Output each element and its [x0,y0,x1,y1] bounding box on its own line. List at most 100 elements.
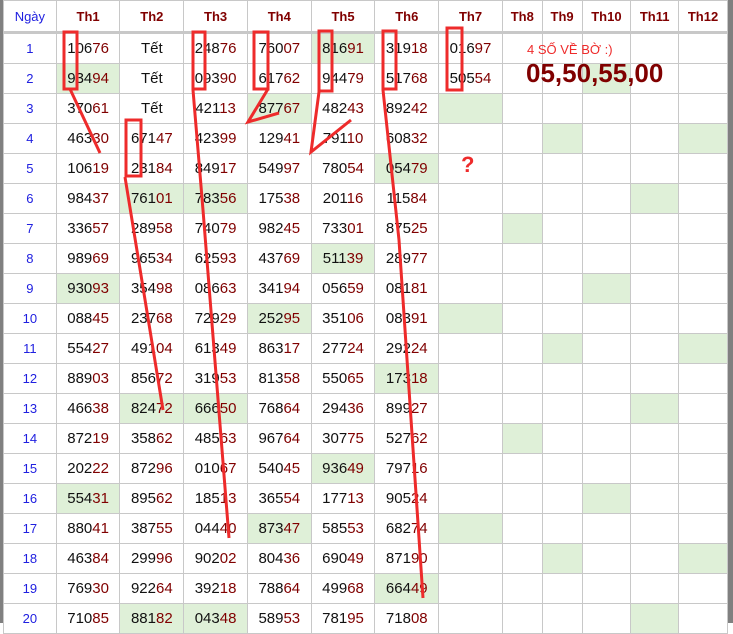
result-cell: 42113 [183,93,248,124]
result-cell: 78356 [183,183,248,214]
result-cell: 46638 [55,393,121,424]
result-cell: 36554 [246,483,312,514]
result-cell: 85672 [119,363,185,394]
number-head: 054 [385,160,411,177]
result-cell [678,93,728,124]
number-tail: 93 [92,280,109,297]
number-tail: 18 [219,580,237,597]
number-tail: 84 [410,190,428,207]
result-cell: 87296 [119,453,185,484]
result-cell [630,453,680,484]
number-head: 289 [385,250,411,267]
result-cell: 23184 [119,153,185,184]
result-cell: 08391 [374,303,440,334]
result-cell: 04440 [183,513,248,544]
number-head: 783 [194,190,220,207]
day-cell: 16 [3,483,57,514]
day-cell: 15 [3,453,57,484]
number-head: 740 [194,220,220,237]
result-cell: 28977 [374,243,440,274]
number-tail: 91 [347,40,364,57]
table-row: 13 46638 82472 66650 76864 29436 89927 [3,393,728,424]
number-tail: 72 [156,400,173,417]
result-cell: 93093 [55,273,121,304]
result-cell: 54997 [246,153,312,184]
result-cell [501,573,543,604]
number-tail: 59 [347,280,364,297]
number-tail: 49 [410,580,428,597]
result-cell: 61349 [183,333,248,364]
result-cell [678,213,728,244]
number-head: 231 [130,160,156,177]
result-cell [501,513,543,544]
day-cell: 7 [3,213,57,244]
result-cell [678,573,728,604]
day-cell: 9 [3,273,57,304]
number-tail: 47 [156,130,173,147]
number-head: 768 [258,400,284,417]
result-cell: 69049 [310,543,376,574]
number-tail: 79 [347,70,364,87]
number-head: 482 [322,100,348,117]
table-row: 18 46384 29996 90202 80436 69049 87190 [3,543,728,574]
number-head: 550 [322,370,348,387]
result-cell [501,93,543,124]
number-tail: 01 [347,220,364,237]
number-head: 463 [67,130,93,147]
number-head: 485 [194,430,220,447]
result-cell: 93494 [55,63,121,94]
number-head: 760 [258,40,284,57]
result-cell: 52762 [374,423,440,454]
result-cell: 08845 [55,303,121,334]
result-cell: 05479 [374,153,440,184]
number-head: 437 [258,250,284,267]
result-cell: 30775 [310,423,376,454]
day-cell: 4 [3,123,57,154]
result-cell [630,573,680,604]
table-row: 10 08845 23768 72929 25295 35106 08391 [3,303,728,334]
table-row: 11 55427 49104 61349 86317 27724 29224 [3,333,728,364]
number-tail: 68 [410,70,428,87]
number-head: 875 [385,220,411,237]
result-cell [438,123,503,154]
column-header-th2: Th2 [119,0,185,34]
number-tail: 79 [410,160,428,177]
result-cell [541,93,583,124]
number-head: 922 [130,580,156,597]
result-cell: 46330 [55,123,121,154]
number-tail: 03 [92,370,109,387]
number-head: 517 [385,70,411,87]
number-tail: 84 [92,550,109,567]
result-cell [501,423,543,454]
number-tail: 40 [219,520,237,537]
result-cell [630,393,680,424]
table-row: 17 88041 38755 04440 87347 58553 68274 [3,513,728,544]
number-head: 791 [322,130,347,147]
number-head: 365 [258,490,284,507]
number-head: 549 [258,160,284,177]
number-head: 093 [194,70,220,87]
result-cell: 10619 [55,153,121,184]
number-tail: 99 [219,130,237,147]
day-cell: 8 [3,243,57,274]
number-tail: 30 [92,130,109,147]
result-cell [438,453,503,484]
result-cell [678,183,728,214]
result-cell: 54045 [246,453,312,484]
number-head: 540 [258,460,284,477]
number-tail: 54 [283,490,301,507]
number-head: 849 [194,160,220,177]
number-tail: 13 [219,100,236,117]
result-cell [678,513,728,544]
number-tail: 56 [219,190,237,207]
number-tail: 34 [156,250,173,267]
result-cell [438,153,503,184]
result-cell: 33657 [55,213,121,244]
result-cell: 71085 [55,603,121,634]
number-head: 902 [194,550,220,567]
day-cell: 19 [3,573,57,604]
number-head: 083 [385,310,411,327]
result-cell: 98245 [246,213,312,244]
result-cell [541,363,583,394]
